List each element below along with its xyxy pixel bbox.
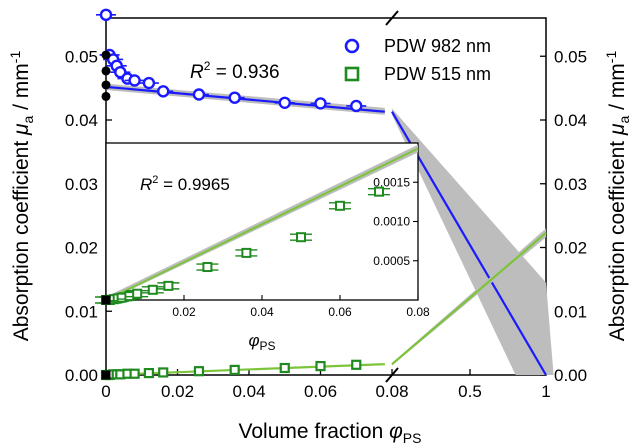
green-data-point <box>193 366 205 377</box>
blue-data-point <box>278 96 291 109</box>
inset-x-axis-label: φPS <box>248 331 275 353</box>
inset-data-point <box>241 247 252 258</box>
inset-x-tick-label: 0.04 <box>250 305 274 319</box>
main-plot-area: R2 = 0.936 <box>96 8 554 383</box>
axis-break-top <box>385 10 399 26</box>
x-tick-label: 0.06 <box>304 382 337 401</box>
y-tick-label-left: 0.04 <box>65 111 98 130</box>
inset-plot-area: 0.02 0.04 0.06 0.08 0.0005 0.0010 0.0015 φPS R2 … <box>95 142 430 353</box>
y-axis-label-left: Absorption coefficient μa / mm-1 <box>7 51 36 342</box>
legend: PDW 982 nm PDW 515 nm <box>344 36 491 84</box>
y-tick-label-right: 0.04 <box>554 111 587 130</box>
y-axis-label-right: Absorption coefficient μa / mm-1 <box>603 51 632 342</box>
x-tick-label: 0.08 <box>375 382 408 401</box>
legend-marker-square <box>344 66 360 82</box>
blue-data-point <box>156 85 170 98</box>
y-tick-label-left: 0.02 <box>65 239 98 258</box>
legend-label: PDW 982 nm <box>384 36 491 56</box>
black-reference-point <box>101 91 111 101</box>
y-tick-label-right: 0.02 <box>554 239 587 258</box>
fit-line-blue-left <box>105 85 385 113</box>
green-data-point <box>129 368 140 379</box>
inset-fit-line <box>105 147 419 301</box>
inset-data-point <box>163 280 174 291</box>
green-data-point <box>158 367 169 378</box>
x-tick-label: 0.5 <box>458 382 482 401</box>
black-reference-point <box>101 50 111 60</box>
x-tick-label: 0.02 <box>161 382 194 401</box>
black-reference-point <box>101 80 111 90</box>
fit-line-green-right <box>391 232 547 365</box>
y-tick-label-left: 0.03 <box>65 175 98 194</box>
x-tick-label: 1 <box>541 382 550 401</box>
blue-data-point <box>350 99 363 113</box>
y-tick-label-left: 0.00 <box>65 366 98 385</box>
green-data-point <box>279 362 290 374</box>
inset-data-point <box>296 232 306 243</box>
inset-black-square <box>101 295 111 305</box>
blue-data-point <box>99 8 113 22</box>
green-data-point <box>351 359 362 370</box>
inset-x-tick-label: 0.06 <box>328 305 352 319</box>
inset-data-point <box>147 284 158 295</box>
x-axis-label: Volume fraction φPS <box>239 420 422 446</box>
inset-data-point <box>335 200 345 211</box>
inset-y-tick-label: 0.0015 <box>373 175 410 189</box>
y-tick-label-right: 0.00 <box>554 366 587 385</box>
inset-y-tick-label: 0.0005 <box>373 254 410 268</box>
inset-y-tick-label: 0.0010 <box>373 215 410 229</box>
y-tick-label-right: 0.03 <box>554 175 587 194</box>
y-tick-label-left: 0.05 <box>65 47 98 66</box>
inset-data-point <box>132 288 143 299</box>
green-data-point <box>229 364 240 375</box>
y-tick-label-left: 0.01 <box>65 302 98 321</box>
inset-data-point <box>202 262 213 273</box>
legend-label: PDW 515 nm <box>384 64 491 84</box>
y-tick-label-right: 0.01 <box>554 302 587 321</box>
confidence-band-blue-right <box>392 108 554 376</box>
r2-inset-annotation: R2 = 0.9965 <box>140 174 230 194</box>
x-tick-label: 0.04 <box>232 382 265 401</box>
inset-x-tick-label: 0.02 <box>172 305 196 319</box>
axis-labels: 0.00 0.00 0.01 0.01 0.02 0.02 0.03 0.03 0.04 0.04… <box>7 47 632 446</box>
x-tick-label: 0 <box>101 382 110 401</box>
blue-data-point <box>128 74 141 87</box>
legend-marker-circle <box>344 38 360 54</box>
blue-data-point <box>314 97 327 110</box>
r2-main-annotation: R2 = 0.936 <box>190 59 280 83</box>
black-reference-square <box>101 370 111 380</box>
black-reference-point <box>101 66 111 76</box>
green-data-point <box>315 360 326 372</box>
blue-data-point <box>192 88 206 101</box>
blue-data-point <box>228 91 241 104</box>
inset-x-tick-label: 0.08 <box>406 305 430 319</box>
y-tick-label-right: 0.05 <box>554 47 587 66</box>
blue-data-point <box>142 76 156 90</box>
inset-data-point <box>374 186 384 197</box>
green-data-point <box>143 367 154 379</box>
